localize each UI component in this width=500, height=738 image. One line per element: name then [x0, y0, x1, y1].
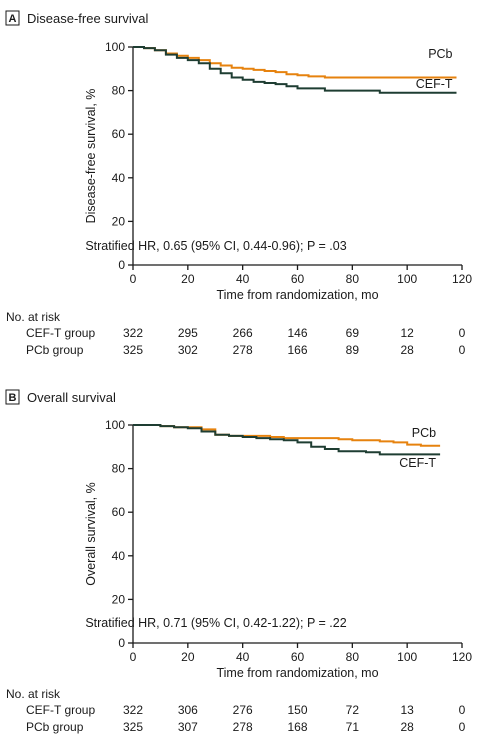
- panel-b-badge: B: [9, 392, 17, 404]
- panel-a-risk-label-pcb: PCb group: [26, 343, 84, 357]
- x-tick-label: 80: [346, 650, 360, 664]
- risk-value: 0: [459, 326, 466, 340]
- risk-value: 322: [123, 703, 143, 717]
- risk-value: 302: [178, 343, 198, 357]
- risk-value: 325: [123, 343, 143, 357]
- y-tick-label: 0: [118, 258, 125, 272]
- y-tick-label: 60: [112, 127, 126, 141]
- disease-free-survival-chart: 0 20 40 60 80 100 0 20 40 60 80 100 120 Time from ran…: [84, 40, 472, 302]
- y-axis-label: Disease-free survival, %: [84, 89, 98, 224]
- risk-value: 276: [233, 703, 253, 717]
- risk-value: 13: [400, 703, 414, 717]
- risk-value: 12: [400, 326, 414, 340]
- panel-b-risk-values: 322 306 276 150 72 13 0 325 307 278 168 71 28 0: [123, 703, 466, 734]
- risk-value: 28: [400, 720, 414, 734]
- x-tick-label: 20: [181, 650, 195, 664]
- risk-value: 71: [346, 720, 360, 734]
- risk-value: 325: [123, 720, 143, 734]
- panel-b-risk-header: No. at risk: [6, 687, 61, 701]
- panel-b-risk-label-pcb: PCb group: [26, 720, 84, 734]
- risk-value: 278: [233, 720, 253, 734]
- panel-a-risk-label-ceft: CEF-T group: [26, 326, 95, 340]
- risk-value: 166: [287, 343, 307, 357]
- x-tick-label: 60: [291, 650, 305, 664]
- risk-value: 28: [400, 343, 414, 357]
- risk-value: 69: [346, 326, 360, 340]
- y-tick-label: 40: [112, 171, 126, 185]
- risk-value: 306: [178, 703, 198, 717]
- y-tick-label: 40: [112, 549, 126, 563]
- x-tick-label: 120: [452, 272, 472, 286]
- panel-b-badge-box: [5, 389, 20, 405]
- panel-b-risk-label-ceft: CEF-T group: [26, 703, 95, 717]
- series-label-pcb: PCb: [428, 47, 452, 61]
- x-tick-label: 0: [130, 650, 137, 664]
- series-line-cef-t: [133, 424, 441, 456]
- panel-b-title: Overall survival: [27, 390, 116, 405]
- panel-b-hr-annotation: Stratified HR, 0.71 (95% CI, 0.42-1.22);…: [85, 616, 346, 630]
- risk-value: 146: [287, 326, 307, 340]
- overall-survival-chart: 0 20 40 60 80 100 0 20 40 60 80 100 120 Time from ran…: [84, 418, 472, 680]
- y-tick-label: 100: [105, 40, 125, 54]
- x-tick-label: 40: [236, 272, 250, 286]
- x-axis-label: Time from randomization, mo: [216, 666, 378, 680]
- y-tick-label: 20: [112, 214, 126, 228]
- series-line-pcb: [133, 46, 457, 79]
- x-tick-label: 20: [181, 272, 195, 286]
- risk-value: 0: [459, 703, 466, 717]
- y-tick-label: 100: [105, 418, 125, 432]
- series-label-cef-t: CEF-T: [416, 77, 453, 91]
- series-label-pcb: PCb: [412, 426, 436, 440]
- risk-value: 150: [287, 703, 307, 717]
- y-tick-label: 20: [112, 592, 126, 606]
- panel-a-badge-box: [5, 10, 20, 26]
- risk-value: 307: [178, 720, 198, 734]
- risk-value: 168: [287, 720, 307, 734]
- y-tick-label: 0: [118, 636, 125, 650]
- panel-a-risk-values: 322 295 266 146 69 12 0 325 302 278 166 89 28 0: [123, 326, 466, 357]
- x-tick-label: 80: [346, 272, 360, 286]
- panel-a-title: Disease-free survival: [27, 11, 148, 26]
- y-tick-label: 80: [112, 462, 126, 476]
- x-tick-label: 120: [452, 650, 472, 664]
- x-tick-label: 40: [236, 650, 250, 664]
- panel-a-hr-annotation: Stratified HR, 0.65 (95% CI, 0.44-0.96);…: [85, 239, 346, 253]
- panel-a-badge: A: [9, 13, 17, 25]
- series-line-cef-t: [133, 46, 457, 94]
- risk-value: 295: [178, 326, 198, 340]
- panel-a-risk-header: No. at risk: [6, 310, 61, 324]
- risk-value: 266: [233, 326, 253, 340]
- x-tick-label: 60: [291, 272, 305, 286]
- series-label-cef-t: CEF-T: [399, 456, 436, 470]
- risk-value: 89: [346, 343, 360, 357]
- x-tick-label: 100: [397, 650, 417, 664]
- risk-value: 72: [346, 703, 360, 717]
- risk-value: 0: [459, 343, 466, 357]
- x-tick-label: 100: [397, 272, 417, 286]
- y-axis-label: Overall survival, %: [84, 482, 98, 586]
- risk-value: 322: [123, 326, 143, 340]
- x-tick-label: 0: [130, 272, 137, 286]
- y-tick-label: 60: [112, 505, 126, 519]
- risk-value: 0: [459, 720, 466, 734]
- x-axis-label: Time from randomization, mo: [216, 288, 378, 302]
- risk-value: 278: [233, 343, 253, 357]
- y-tick-label: 80: [112, 84, 126, 98]
